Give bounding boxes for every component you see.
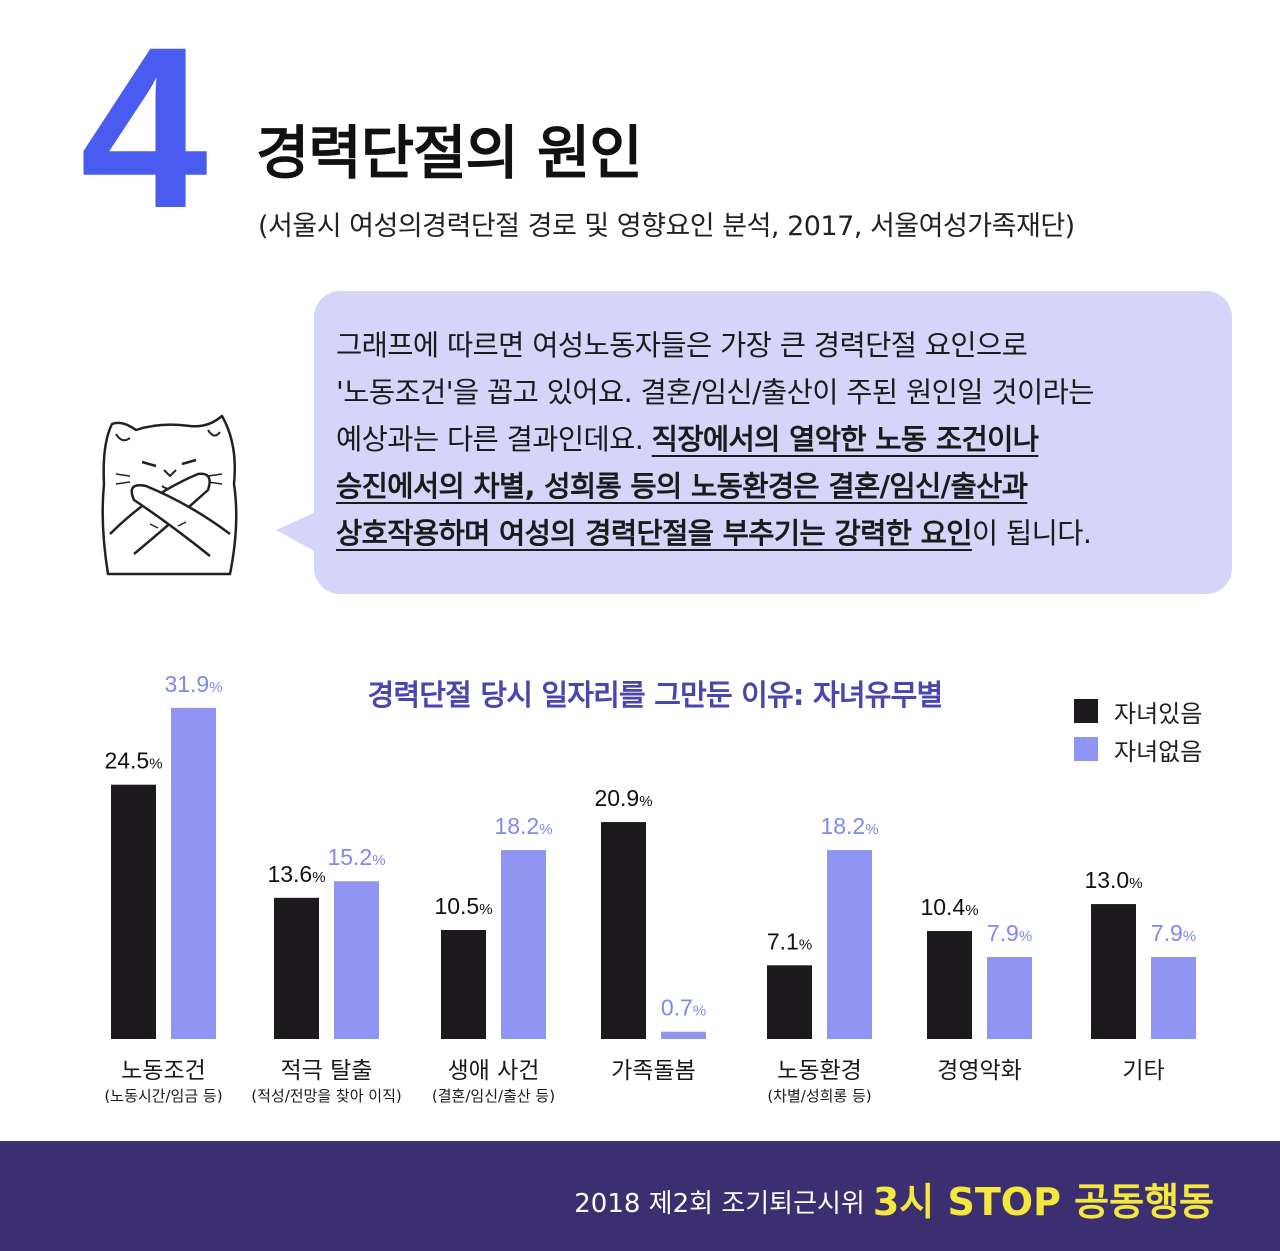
- footer-text: 2018 제2회 조기퇴근시위 3시 STOP 공동행동: [574, 1171, 1214, 1226]
- legend-swatch-without-children: [1074, 737, 1098, 761]
- bar-with-children-2: [441, 930, 486, 1039]
- category-note-4: (차별/성희롱 등): [767, 1087, 871, 1105]
- bar-chart: 24.5% 31.9% 노동조건 (노동시간/임금 등) 13.6%15.2% 적극 탈출…: [104, 671, 1196, 1105]
- bar-with-children-1: [274, 897, 319, 1039]
- bar-with-children-4: [767, 965, 812, 1039]
- bubble-line-3-emphasis: 직장에서의 열악한 노동 조건이나: [651, 423, 1039, 456]
- legend-label-without-children: 자녀없음: [1114, 737, 1203, 766]
- footer-banner: 2018 제2회 조기퇴근시위 3시 STOP 공동행동: [0, 1141, 1280, 1251]
- speech-bubble: [314, 291, 1232, 594]
- category-label-0: 노동조건: [121, 1058, 206, 1084]
- legend-label-with-children: 자녀있음: [1114, 699, 1203, 728]
- data-label-with-children-6: 13.0%: [1084, 867, 1142, 893]
- footer-event: 2018 제2회 조기퇴근시위: [574, 1189, 865, 1219]
- page-title: 경력단절의 원인: [256, 119, 643, 187]
- category-label-1: 적극 탈출: [281, 1058, 373, 1084]
- bubble-line-5-emphasis: 상호작용하며 여성의 경력단절을 부추기는 강력한 요인: [336, 517, 972, 550]
- legend-swatch-with-children: [1074, 699, 1098, 723]
- bar-with-children-0: [111, 784, 156, 1039]
- bubble-line-3-plain: 예상과는 다른 결과인데요.: [336, 423, 652, 456]
- section-number: 4: [80, 0, 208, 256]
- bubble-line-2: '노동조건'을 꼽고 있어요. 결혼/임신/출산이 주된 원인일 것이라는: [336, 376, 1094, 409]
- category-label-2: 생애 사건: [448, 1058, 540, 1084]
- data-label-without-children-2: 18.2%: [494, 813, 552, 839]
- data-label-without-children-0: 31.9%: [164, 671, 222, 697]
- cat-illustration: [101, 414, 238, 576]
- bar-without-children-0: [171, 707, 216, 1039]
- data-label-without-children-4: 18.2%: [820, 813, 878, 839]
- bar-with-children-6: [1091, 904, 1136, 1039]
- source-citation: (서울시 여성의경력단절 경로 및 영향요인 분석, 2017, 서울여성가족재…: [258, 211, 1075, 242]
- bar-without-children-6: [1151, 956, 1196, 1039]
- data-label-without-children-3: 0.7%: [661, 995, 706, 1021]
- bubble-line-5-plain: 이 됩니다.: [971, 517, 1092, 550]
- bar-with-children-3: [601, 822, 646, 1039]
- bar-without-children-2: [501, 850, 546, 1039]
- category-label-4: 노동환경: [777, 1058, 862, 1084]
- bar-without-children-1: [334, 881, 379, 1039]
- data-label-with-children-4: 7.1%: [767, 928, 812, 954]
- category-note-0: (노동시간/임금 등): [104, 1087, 222, 1105]
- data-label-with-children-1: 13.6%: [267, 861, 325, 887]
- data-label-without-children-5: 7.9%: [987, 920, 1032, 946]
- data-label-with-children-0: 24.5%: [104, 748, 162, 774]
- data-label-with-children-2: 10.5%: [434, 893, 492, 919]
- bar-without-children-4: [827, 850, 872, 1039]
- bubble-line-4: 승진에서의 차별, 성희롱 등의 노동환경은 결혼/임신/출산과: [336, 463, 1226, 510]
- chart-title: 경력단절 당시 일자리를 그만둔 이유: 자녀유무별: [367, 678, 944, 712]
- bar-without-children-3: [661, 1031, 706, 1039]
- legend-item-with-children: 자녀있음: [1074, 692, 1202, 730]
- legend-item-without-children: 자녀없음: [1074, 730, 1202, 768]
- category-label-6: 기타: [1122, 1058, 1164, 1084]
- data-label-with-children-5: 10.4%: [920, 894, 978, 920]
- category-label-5: 경영악화: [937, 1058, 1022, 1084]
- data-label-with-children-3: 20.9%: [594, 785, 652, 811]
- speech-bubble-text: 그래프에 따르면 여성노동자들은 가장 큰 경력단절 요인으로 '노동조건'을 …: [336, 322, 1226, 557]
- category-note-2: (결혼/임신/출산 등): [432, 1087, 555, 1105]
- data-label-without-children-1: 15.2%: [327, 844, 385, 870]
- category-note-1: (적성/전망을 찾아 이직): [251, 1087, 402, 1105]
- chart-legend: 자녀있음 자녀없음: [1074, 692, 1202, 768]
- footer-highlight: 3시 STOP 공동행동: [872, 1180, 1214, 1224]
- data-label-without-children-6: 7.9%: [1151, 920, 1196, 946]
- speech-bubble-tail: [276, 512, 316, 552]
- bar-with-children-5: [927, 931, 972, 1039]
- bubble-line-4-emphasis: 승진에서의 차별, 성희롱 등의 노동환경은 결혼/임신/출산과: [336, 470, 1028, 503]
- bubble-line-1: 그래프에 따르면 여성노동자들은 가장 큰 경력단절 요인으로: [336, 329, 1028, 362]
- bubble-line-3: 예상과는 다른 결과인데요. 직장에서의 열악한 노동 조건이나: [336, 416, 1226, 463]
- bar-without-children-5: [987, 956, 1032, 1039]
- bubble-line-5: 상호작용하며 여성의 경력단절을 부추기는 강력한 요인이 됩니다.: [336, 510, 1226, 557]
- category-label-3: 가족돌봄: [611, 1058, 696, 1084]
